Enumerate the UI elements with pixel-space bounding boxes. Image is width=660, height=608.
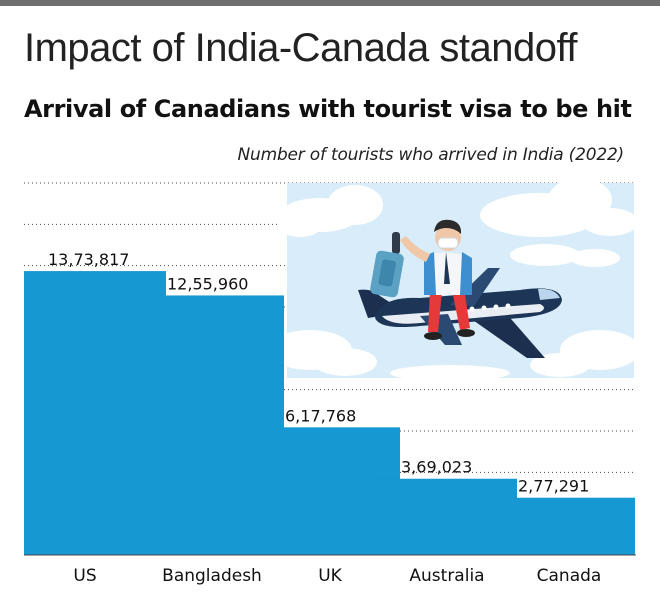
value-label: 2,77,291 — [518, 477, 589, 496]
bar-us — [24, 271, 166, 555]
cloud-icon — [480, 178, 638, 237]
bar-australia — [377, 478, 517, 555]
illustration — [268, 178, 640, 381]
bar-bangladesh — [143, 295, 284, 555]
cloud-icon — [278, 185, 383, 237]
value-label: 3,69,023 — [401, 458, 472, 477]
cloud-icon — [268, 330, 640, 381]
top-rule — [0, 0, 660, 6]
category-label: UK — [318, 566, 342, 586]
suitcase-icon — [370, 232, 404, 298]
category-label: Australia — [409, 566, 484, 586]
bars — [24, 271, 635, 555]
category-label: Bangladesh — [162, 566, 262, 586]
value-label: 12,55,960 — [167, 274, 248, 293]
bar-canada — [494, 497, 635, 555]
value-labels: 13,73,817 12,55,960 6,17,768 3,69,023 2,77,2… — [48, 250, 589, 496]
category-labels: US Bangladesh UK Australia Canada — [73, 566, 601, 586]
page-title: Impact of India-Canada standoff — [24, 26, 578, 70]
value-label: 6,17,768 — [285, 406, 356, 425]
chart-note: Number of tourists who arrived in India … — [237, 145, 625, 165]
chart-subtitle: Arrival of Canadians with tourist visa t… — [24, 95, 632, 123]
category-label: Canada — [537, 566, 602, 586]
value-label: 13,73,817 — [48, 250, 129, 269]
bar-uk — [261, 427, 400, 555]
cloud-icon — [510, 244, 620, 267]
traveler-icon — [400, 219, 475, 340]
category-label: US — [73, 566, 96, 586]
